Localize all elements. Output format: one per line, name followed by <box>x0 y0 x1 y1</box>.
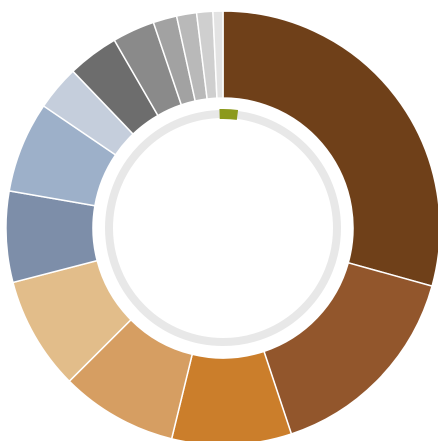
inner-ring-progress <box>219 109 239 120</box>
pie-slice-2 <box>263 261 434 435</box>
inner-ring-track <box>105 110 341 346</box>
pie-slice-14 <box>212 10 224 99</box>
inner-ring-group <box>105 109 341 346</box>
slices-group <box>5 10 438 441</box>
pie-slice-1 <box>222 10 438 288</box>
